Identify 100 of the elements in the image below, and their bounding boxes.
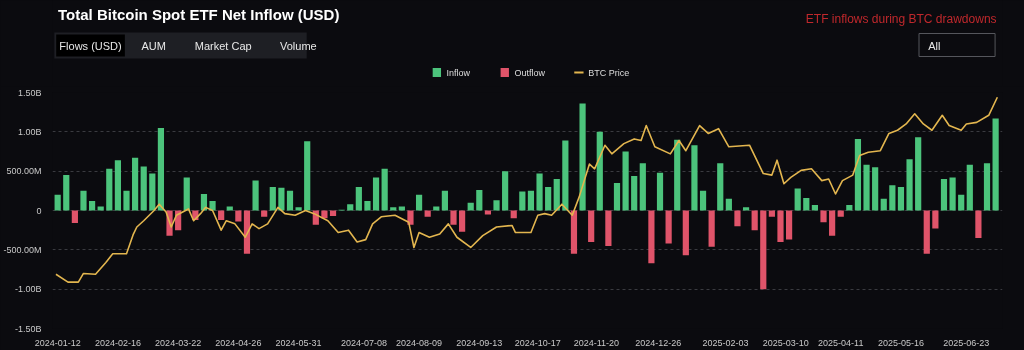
bar bbox=[140, 166, 147, 211]
y-tick-label: 0 bbox=[36, 205, 42, 216]
bar bbox=[648, 210, 655, 264]
bar bbox=[450, 210, 457, 225]
bar bbox=[699, 190, 707, 211]
y-tick-label: -1.50B bbox=[14, 323, 42, 334]
bar bbox=[725, 198, 732, 211]
bar bbox=[656, 172, 664, 211]
bar bbox=[527, 190, 535, 211]
bar bbox=[502, 171, 509, 211]
bar bbox=[519, 191, 526, 211]
bar bbox=[407, 210, 414, 225]
bar bbox=[940, 179, 948, 211]
bar bbox=[71, 210, 78, 224]
bar bbox=[553, 179, 560, 211]
bar bbox=[717, 163, 724, 211]
bar bbox=[235, 210, 242, 222]
bar bbox=[252, 180, 259, 211]
x-tick-label: 2025-03-10 bbox=[762, 337, 809, 348]
bar bbox=[467, 202, 474, 211]
bar bbox=[88, 201, 96, 211]
x-tick-label: 2024-04-26 bbox=[215, 337, 262, 348]
bar bbox=[975, 210, 982, 239]
bar bbox=[708, 210, 715, 247]
bar bbox=[983, 163, 991, 211]
bar bbox=[226, 206, 233, 211]
bar bbox=[674, 139, 681, 211]
bar bbox=[854, 138, 862, 211]
y-tick-label: 1.00B bbox=[17, 126, 42, 137]
bar bbox=[415, 194, 423, 211]
x-tick-label: 2024-07-08 bbox=[340, 337, 388, 348]
bar bbox=[304, 141, 311, 211]
bar bbox=[742, 207, 750, 211]
bar bbox=[863, 164, 870, 211]
bar bbox=[183, 177, 190, 211]
bar bbox=[820, 210, 827, 223]
bar bbox=[872, 167, 879, 211]
bar bbox=[906, 159, 913, 211]
line-series bbox=[55, 96, 999, 283]
bar bbox=[433, 206, 440, 211]
bar bbox=[949, 177, 956, 211]
bar bbox=[286, 190, 294, 211]
bar bbox=[751, 210, 758, 231]
x-tick-label: 2024-03-22 bbox=[155, 337, 202, 348]
bar bbox=[106, 168, 113, 211]
bar bbox=[734, 210, 741, 227]
x-tick-label: 2025-05-16 bbox=[877, 337, 924, 348]
bar bbox=[579, 103, 586, 211]
bar bbox=[613, 182, 621, 211]
bar bbox=[390, 207, 397, 211]
bar bbox=[97, 206, 104, 211]
bar bbox=[966, 164, 973, 211]
text: Flows (USD) bbox=[59, 39, 122, 52]
bar bbox=[682, 210, 689, 256]
x-tick-label: 2024-02-16 bbox=[94, 337, 141, 348]
bar bbox=[897, 186, 905, 211]
bar bbox=[381, 168, 388, 211]
bar bbox=[269, 186, 276, 211]
bar bbox=[777, 210, 784, 242]
bar bbox=[372, 177, 380, 211]
bar bbox=[588, 210, 595, 242]
legend-label: BTC Price bbox=[588, 67, 630, 78]
bar bbox=[837, 210, 844, 217]
bar bbox=[321, 210, 328, 219]
bar bbox=[829, 210, 836, 236]
bar bbox=[278, 187, 285, 211]
bar bbox=[786, 210, 793, 240]
bar bbox=[665, 210, 672, 244]
bar bbox=[398, 206, 405, 211]
y-tick-label: -500.00M bbox=[3, 244, 42, 255]
bar bbox=[54, 194, 61, 211]
bar bbox=[811, 204, 819, 211]
y-tick-label: 1.50B bbox=[17, 87, 42, 98]
bar bbox=[355, 186, 362, 211]
bar bbox=[622, 151, 629, 211]
bar bbox=[63, 175, 70, 211]
bar bbox=[631, 175, 638, 211]
bar bbox=[459, 210, 466, 232]
text: Volume bbox=[280, 39, 317, 52]
bar bbox=[760, 210, 767, 290]
bar bbox=[200, 193, 208, 211]
bar bbox=[114, 160, 121, 211]
bar bbox=[441, 190, 448, 211]
bar bbox=[889, 185, 896, 211]
bar bbox=[209, 201, 216, 211]
bar bbox=[932, 210, 939, 229]
chart-title: Total Bitcoin Spot ETF Net Inflow (USD) bbox=[58, 6, 340, 23]
x-tick-label: 2024-09-13 bbox=[456, 337, 503, 348]
bar bbox=[80, 190, 87, 211]
bar bbox=[605, 210, 612, 246]
x-tick-label: 2025-04-11 bbox=[818, 337, 864, 348]
bar bbox=[261, 210, 268, 217]
bar bbox=[915, 137, 922, 211]
bar bbox=[803, 197, 810, 211]
bar bbox=[295, 207, 302, 211]
text: All bbox=[928, 39, 941, 52]
bar bbox=[570, 210, 578, 254]
y-tick-label: -1.00B bbox=[14, 284, 42, 295]
bar bbox=[132, 157, 139, 211]
x-tick-label: 2024-01-12 bbox=[34, 337, 81, 348]
